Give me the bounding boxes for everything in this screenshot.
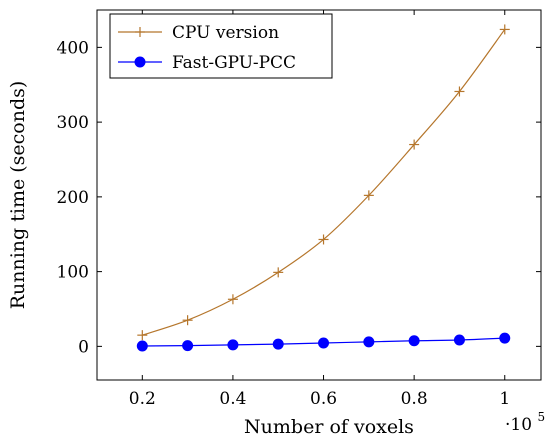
gpu-data-point xyxy=(134,56,146,68)
legend-label: Fast-GPU-PCC xyxy=(172,53,296,73)
y-tick-label: 100 xyxy=(57,263,89,283)
gpu-data-point xyxy=(272,338,284,350)
x-tick-label: 1 xyxy=(499,389,510,409)
series-cpu-version xyxy=(137,24,510,341)
gpu-data-point xyxy=(453,334,465,346)
gpu-data-point xyxy=(136,340,148,352)
cpu-data-point xyxy=(182,315,193,326)
cpu-data-point xyxy=(137,330,148,341)
cpu-data-point xyxy=(409,139,420,150)
legend: CPU version Fast-GPU-PCC xyxy=(109,13,333,79)
ticks-layer: 0.2 0.4 0.6 0.8 1 0 100 200 300 400 xyxy=(57,10,541,409)
gpu-data-point xyxy=(408,335,420,347)
gpu-data-point xyxy=(318,337,330,349)
gpu-data-point xyxy=(227,339,239,351)
cpu-data-point xyxy=(273,267,284,278)
y-tick-label: 0 xyxy=(78,337,89,357)
legend-box xyxy=(109,13,333,79)
x-axis-multiplier-exponent: 5 xyxy=(537,410,545,424)
legend-item-cpu-version: CPU version xyxy=(118,23,279,43)
x-tick-label: 0.2 xyxy=(129,389,156,409)
x-axis-multiplier-base: ·10 xyxy=(505,415,532,435)
series-layer xyxy=(136,24,511,352)
x-axis-multiplier: ·10 5 xyxy=(505,410,545,435)
gpu-data-point xyxy=(363,336,375,348)
cpu-data-point xyxy=(363,190,374,201)
cpu-data-point xyxy=(454,86,465,97)
cpu-data-point xyxy=(227,294,238,305)
x-tick-label: 0.4 xyxy=(219,389,246,409)
series-fast-gpu-pcc xyxy=(136,332,511,352)
plot-frame xyxy=(96,9,542,381)
y-tick-label: 300 xyxy=(57,113,89,133)
x-axis-label: Number of voxels xyxy=(244,416,414,438)
cpu-series-line xyxy=(142,29,506,336)
legend-item-fast-gpu-pcc: Fast-GPU-PCC xyxy=(118,53,296,73)
y-tick-label: 400 xyxy=(57,38,89,58)
y-axis-label: Running time (seconds) xyxy=(7,81,29,310)
cpu-data-point xyxy=(318,234,329,245)
gpu-data-point xyxy=(182,340,194,352)
cpu-data-point xyxy=(135,27,145,37)
cpu-data-point xyxy=(499,24,510,35)
x-tick-label: 0.6 xyxy=(310,389,337,409)
gpu-data-point xyxy=(499,332,511,344)
y-tick-label: 200 xyxy=(57,188,89,208)
legend-label: CPU version xyxy=(172,23,279,43)
x-tick-label: 0.8 xyxy=(401,389,428,409)
